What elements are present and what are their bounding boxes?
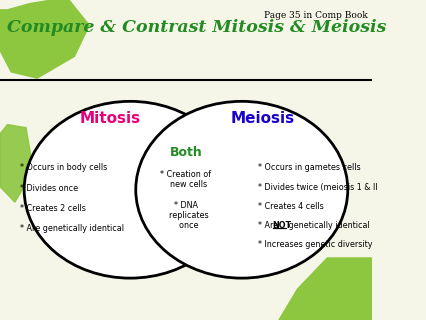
Text: * Are genetically identical: * Are genetically identical [20,224,124,233]
Text: * Creates 2 cells: * Creates 2 cells [20,204,86,213]
Text: Meiosis: Meiosis [230,111,294,126]
Polygon shape [0,0,89,78]
Text: * Occurs in gametes cells: * Occurs in gametes cells [258,164,360,172]
Text: * Increases genetic diversity: * Increases genetic diversity [258,240,372,249]
Text: Compare & Contrast Mitosis & Meiosis: Compare & Contrast Mitosis & Meiosis [7,19,386,36]
Text: * Occurs in body cells: * Occurs in body cells [20,164,107,172]
Text: * Creates 4 cells: * Creates 4 cells [258,202,323,211]
Text: Page 35 in Comp Book: Page 35 in Comp Book [264,12,367,20]
Text: * Divides once: * Divides once [20,184,78,193]
Text: * Creation of
  new cells: * Creation of new cells [160,170,211,189]
Polygon shape [0,124,33,202]
Text: * Divides twice (meiosis 1 & II: * Divides twice (meiosis 1 & II [258,183,377,192]
Text: * Are: * Are [258,221,281,230]
Text: NOT: NOT [272,221,291,230]
Text: Mitosis: Mitosis [79,111,140,126]
Circle shape [135,101,347,278]
Text: Both: Both [169,146,202,159]
Circle shape [24,101,236,278]
Text: * DNA
  replicates
  once: * DNA replicates once [163,201,208,230]
Text: genetically identical: genetically identical [286,221,369,230]
Polygon shape [278,258,371,320]
